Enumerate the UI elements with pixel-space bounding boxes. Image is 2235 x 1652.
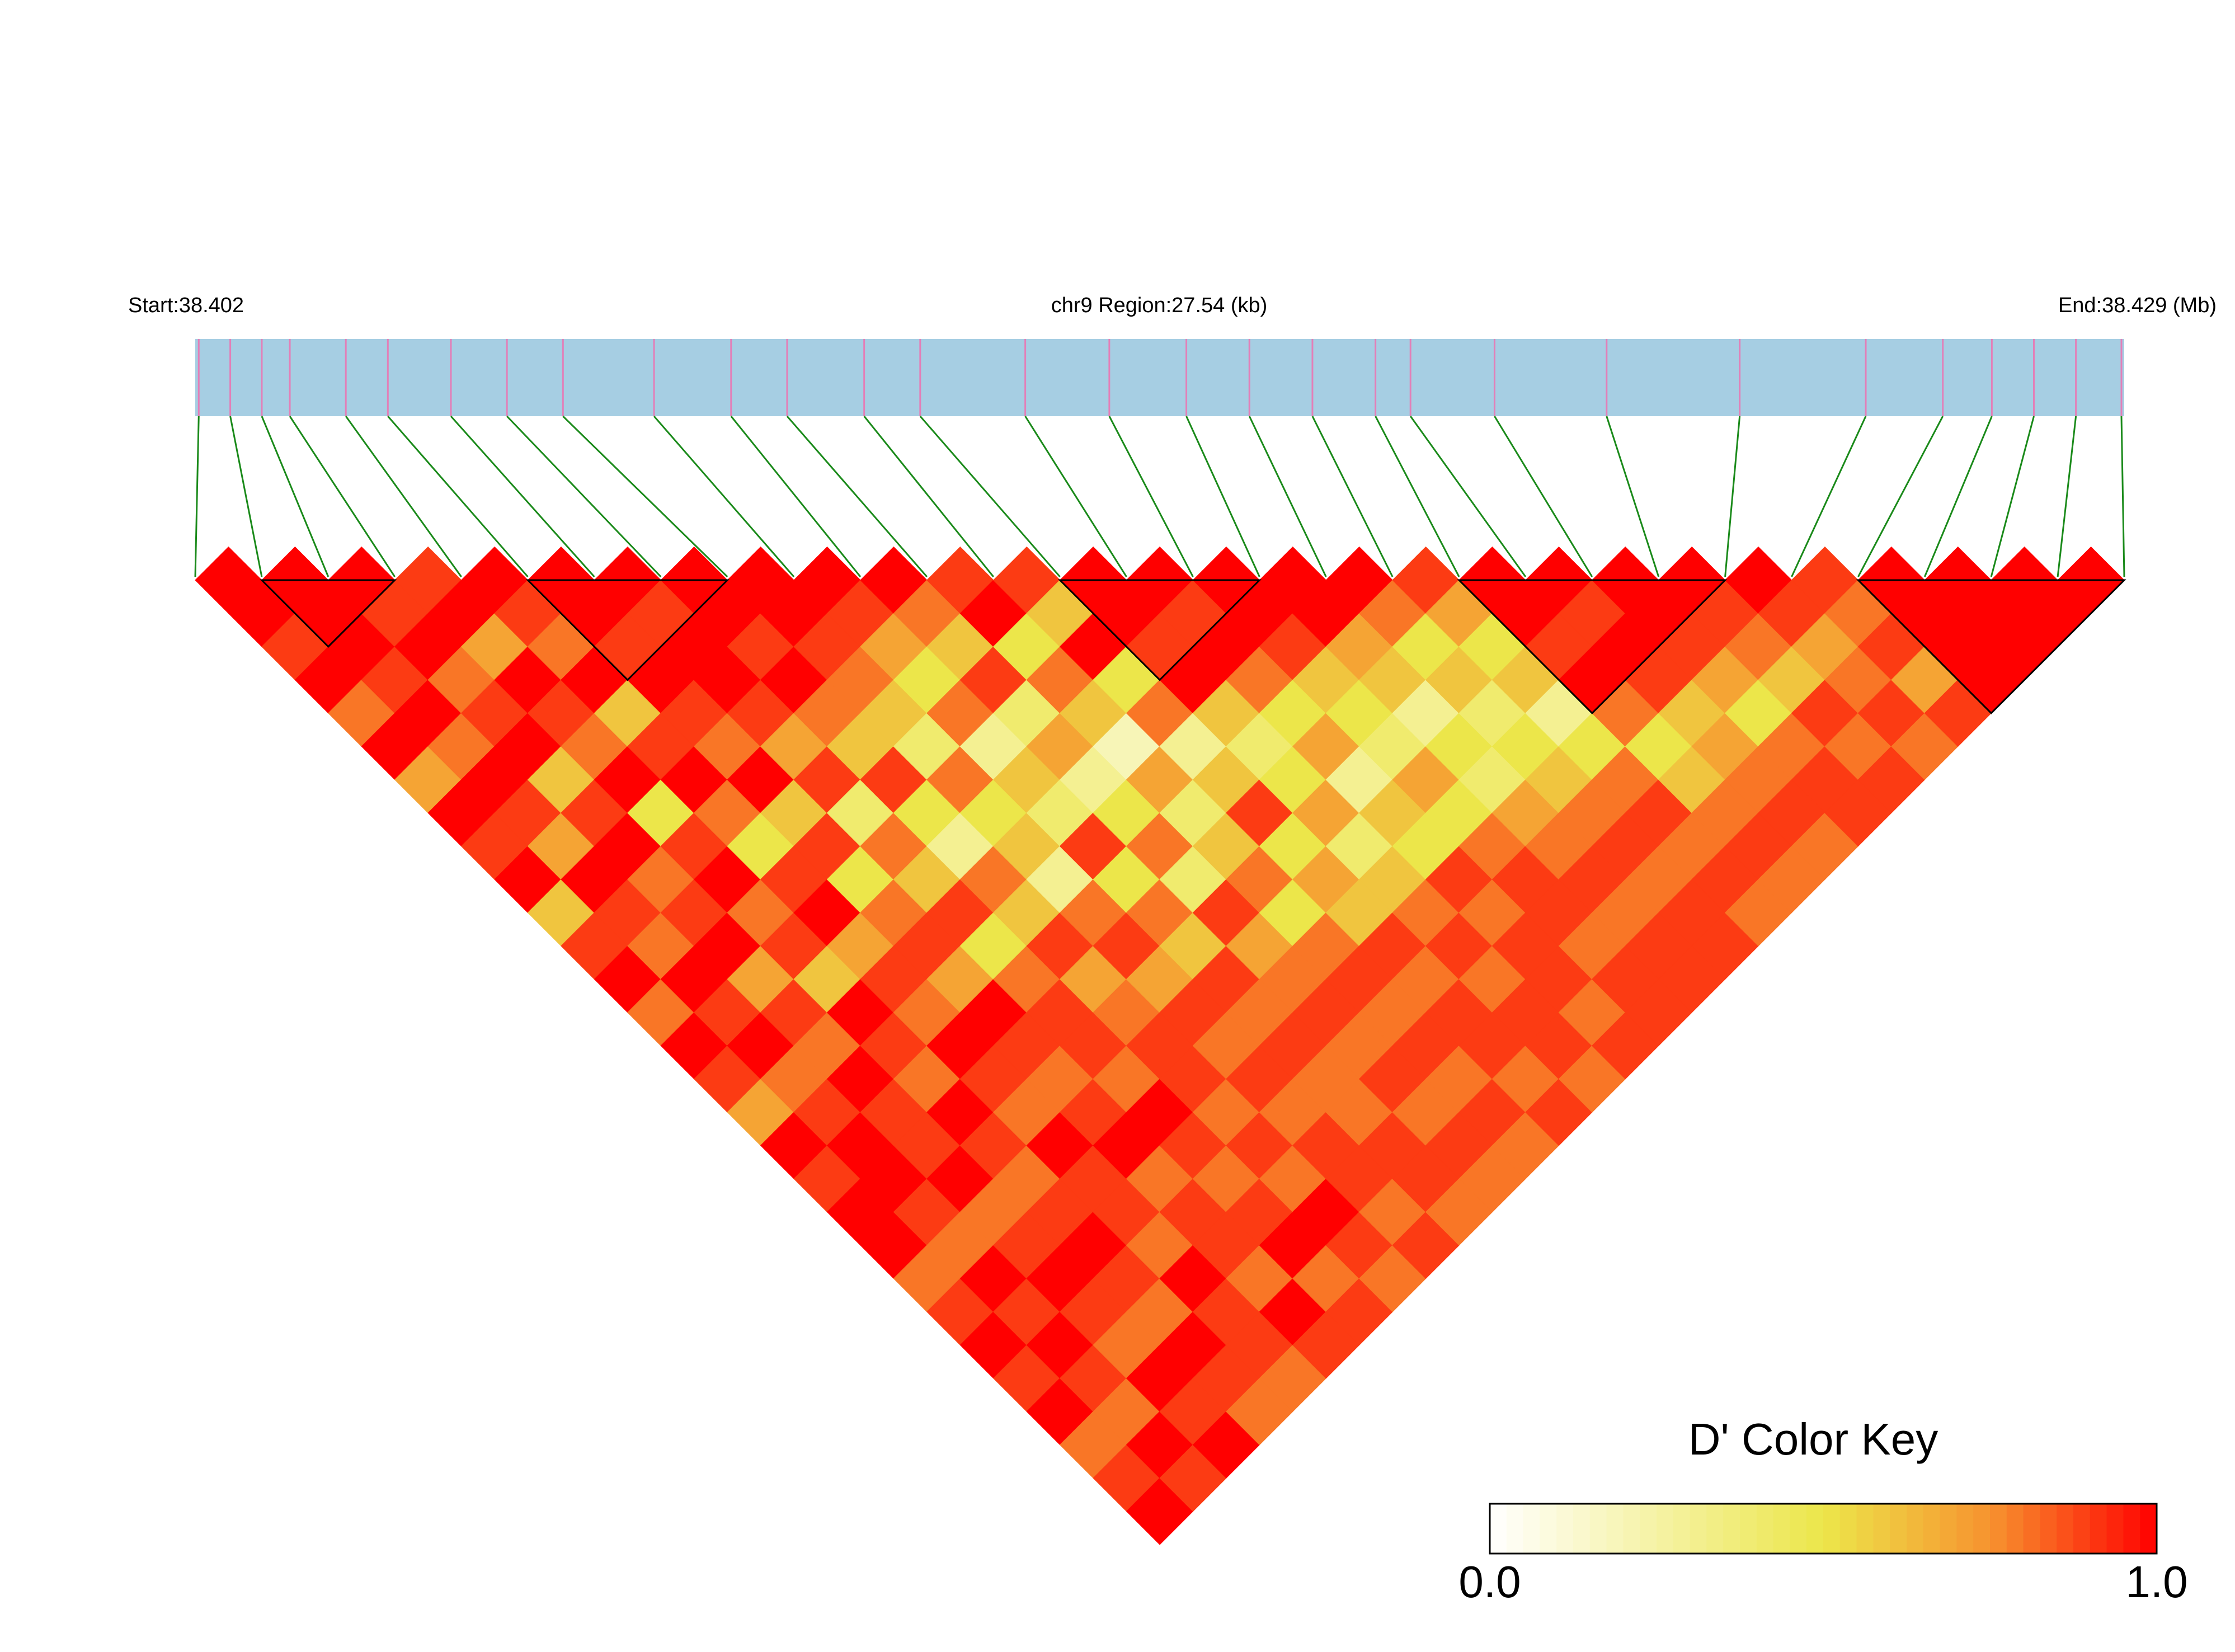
snp-connector — [1494, 416, 1593, 577]
key-swatch — [2106, 1504, 2124, 1554]
haplotype-block — [1457, 579, 1728, 714]
snp-connector — [1791, 416, 1867, 577]
snp-connector — [562, 415, 728, 578]
key-swatch — [1856, 1504, 1874, 1554]
snp-connector — [1724, 416, 1741, 577]
snp-connector — [1108, 416, 1194, 577]
haplotype-block — [525, 579, 730, 681]
key-swatch — [1773, 1504, 1791, 1554]
key-swatch — [1923, 1504, 1941, 1554]
key-tick-label: 1.0 — [2125, 1557, 2187, 1607]
key-swatch — [1756, 1504, 1774, 1554]
snp-connector — [1606, 416, 1660, 577]
key-swatch — [1990, 1504, 2007, 1554]
key-swatch — [1973, 1504, 1991, 1554]
key-swatch — [1706, 1504, 1724, 1554]
snp-connector — [1311, 416, 1394, 577]
start-label: Start:38.402 — [128, 294, 244, 317]
key-swatch — [1523, 1504, 1541, 1554]
key-swatch — [1573, 1504, 1591, 1554]
end-label: End:38.429 (Mb) — [2058, 294, 2217, 317]
key-swatch — [2090, 1504, 2107, 1554]
key-swatch — [1790, 1504, 1808, 1554]
snp-connector — [345, 416, 462, 577]
key-swatch — [1890, 1504, 1907, 1554]
snp-connector — [1923, 416, 1993, 577]
key-swatch — [2006, 1504, 2024, 1554]
key-swatch — [2023, 1504, 2041, 1554]
key-swatch — [1806, 1504, 1824, 1554]
key-frame — [1489, 1503, 2158, 1555]
key-swatch — [1873, 1504, 1891, 1554]
key-swatch — [1956, 1504, 1974, 1554]
snp-connector — [1024, 416, 1127, 577]
snp-connector — [863, 416, 994, 577]
snp-connector — [919, 416, 1061, 577]
snp-connector — [653, 416, 795, 577]
haplotype-block — [1058, 579, 1262, 681]
key-swatch — [2123, 1504, 2141, 1554]
key-swatch — [1823, 1504, 1841, 1554]
key-swatch — [2073, 1504, 2091, 1554]
snp-connector — [1990, 416, 2035, 577]
key-tick-label: 0.0 — [1458, 1557, 1521, 1607]
snp-connector — [194, 416, 200, 577]
haplotype-block — [260, 579, 397, 648]
key-swatch — [1606, 1504, 1624, 1554]
snp-connector — [730, 416, 862, 577]
key-swatch — [1673, 1504, 1691, 1554]
snp-connector — [1185, 416, 1260, 577]
snp-connector — [1248, 416, 1327, 577]
snp-connector — [1375, 416, 1460, 577]
snp-connector — [450, 416, 595, 577]
snp-connector — [2120, 416, 2125, 577]
snp-connector — [1409, 416, 1527, 577]
key-swatch — [1839, 1504, 1857, 1554]
snp-connector — [289, 416, 396, 577]
region-label: chr9 Region:27.54 (kb) — [1051, 294, 1268, 317]
key-swatch — [1690, 1504, 1707, 1554]
key-title: D' Color Key — [1688, 1414, 1938, 1464]
key-swatch — [1740, 1504, 1757, 1554]
haplotype-block — [1856, 579, 2126, 714]
snp-bar — [195, 339, 2124, 416]
key-swatch — [2057, 1504, 2074, 1554]
snp-connector — [506, 415, 662, 578]
snp-connector — [387, 416, 529, 577]
snp-connector — [2057, 416, 2077, 577]
snp-connector — [229, 416, 263, 577]
snp-connector — [261, 416, 330, 577]
key-swatch — [1540, 1504, 1558, 1554]
key-swatch — [1506, 1504, 1524, 1554]
key-swatch — [2140, 1504, 2157, 1554]
key-swatch — [1589, 1504, 1607, 1554]
key-swatch — [1907, 1504, 1924, 1554]
key-swatch — [1940, 1504, 1958, 1554]
key-swatch — [1723, 1504, 1740, 1554]
key-swatch — [1640, 1504, 1657, 1554]
key-swatch — [2040, 1504, 2058, 1554]
snp-connector — [786, 416, 928, 577]
key-swatch — [1556, 1504, 1574, 1554]
key-swatch — [1657, 1504, 1674, 1554]
snp-connector — [1857, 416, 1944, 577]
key-swatch — [1623, 1504, 1641, 1554]
key-swatch — [1490, 1504, 1507, 1554]
